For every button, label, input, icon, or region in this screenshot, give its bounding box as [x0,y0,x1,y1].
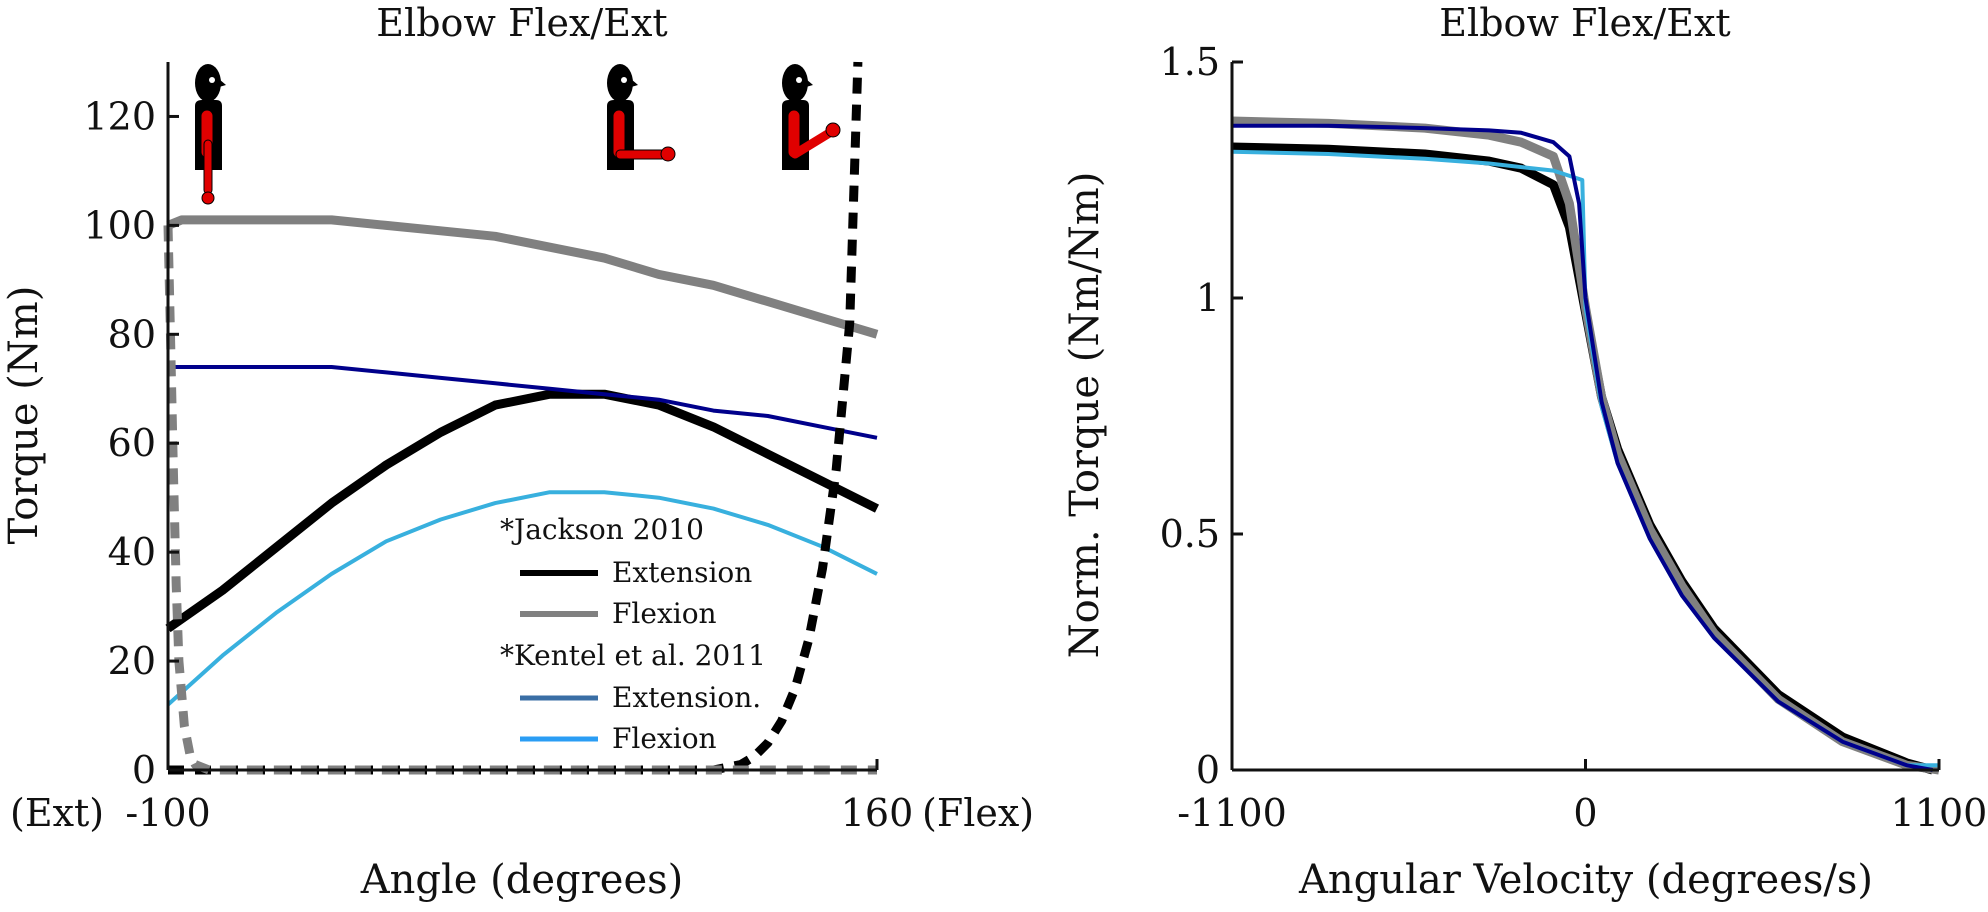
left-x-ticks: -100 160 [125,759,913,835]
left-series-line-3 [166,490,878,707]
left-y-tick-label: 0 [132,748,156,792]
left-series-line-0 [165,389,880,633]
left-x-tick-label: -100 [125,791,210,835]
legend-label-kentel-extension: Extension. [612,681,761,714]
right-y-axis-label: Norm. Torque (Nm/Nm) [1062,172,1108,659]
right-series-line-1 [1231,116,1940,775]
left-x-tick-label: 160 [841,791,914,835]
left-chart-title: Elbow Flex/Ext [376,1,667,45]
right-series-line-3 [1232,123,1933,772]
left-y-tick-label: 60 [108,421,156,465]
right-series-line-2 [1231,149,1939,768]
right-y-ticks: 0 0.5 1 1.5 [1160,40,1243,792]
legend-label-kentel-flexion: Flexion [612,722,717,755]
right-y-tick-label: 0 [1196,748,1220,792]
right-x-tick-label: 1100 [1891,791,1988,835]
right-chart-panel: Elbow Flex/Ext 00.511.5 -1100 0 1100 Angul… [1062,1,1987,903]
left-y-tick-label: 20 [108,639,156,683]
legend: *Jackson 2010 Extension Flexion *Kentel … [500,513,766,755]
right-x-axis-label: Angular Velocity (degrees/s) [1298,857,1873,903]
right-chart-title: Elbow Flex/Ext [1439,1,1730,45]
left-y-tick-label: 120 [83,94,156,138]
right-x-tick-label: -1100 [1177,791,1287,835]
arm-90-flexed-figure-icon [607,64,676,170]
left-x-axis-label: Angle (degrees) [360,857,684,903]
right-series-group [1231,116,1940,775]
left-y-tick-label: 100 [83,203,156,247]
left-y-tick-label: 80 [108,312,156,356]
legend-label-jackson-extension: Extension [612,556,752,589]
legend-label-jackson-flexion: Flexion [612,597,717,630]
legend-group-title-kentel: *Kentel et al. 2011 [500,639,766,672]
right-y-tick-label: 1 [1196,276,1220,320]
left-y-tick-label: 40 [108,530,156,574]
left-chart-panel: Elbow Flex/Ext 0 20 40 60 80 100 120 -100 160 (… [1,1,1034,903]
left-y-axis-label: Torque (Nm) [1,286,47,545]
arm-flexed-figure-icon [782,64,841,170]
legend-group-title-jackson: *Jackson 2010 [500,513,704,546]
right-y-tick-label: 1.5 [1160,40,1220,84]
left-y-ticks: 0 20 40 60 80 100 120 [83,94,179,792]
left-series-line-5 [163,225,877,775]
right-x-ticks: -1100 0 1100 [1177,759,1987,835]
right-x-tick-label: 0 [1573,791,1597,835]
left-series-line-2 [168,365,878,440]
left-series-line-1 [166,215,879,339]
flex-direction-label: (Flex) [922,791,1034,835]
right-y-tick-label: 0.5 [1160,512,1220,556]
ext-direction-label: (Ext) [10,791,104,835]
arm-extended-figure-icon [195,64,226,205]
